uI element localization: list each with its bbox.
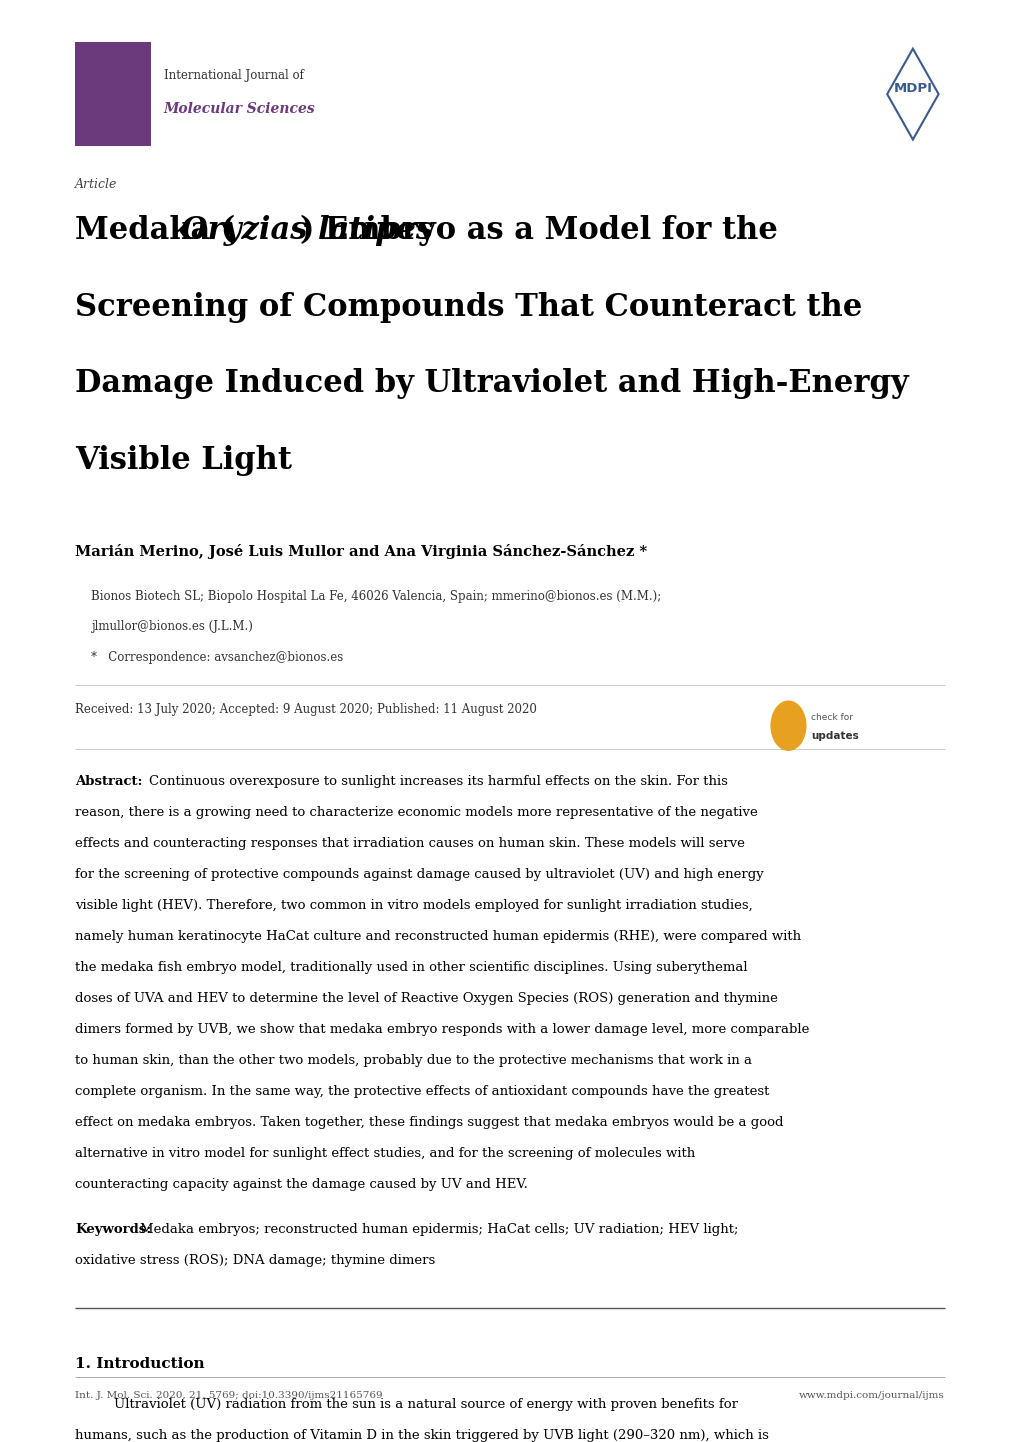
Text: updates: updates <box>810 731 858 741</box>
Text: MDPI: MDPI <box>893 82 931 95</box>
Text: Oryzias latipes: Oryzias latipes <box>181 215 433 247</box>
Text: Ultraviolet (UV) radiation from the sun is a natural source of energy with prove: Ultraviolet (UV) radiation from the sun … <box>114 1397 737 1410</box>
Circle shape <box>770 701 805 750</box>
Text: Molecular Sciences: Molecular Sciences <box>164 101 315 115</box>
Text: Continuous overexposure to sunlight increases its harmful effects on the skin. F: Continuous overexposure to sunlight incr… <box>150 774 728 787</box>
Text: ) Embryo as a Model for the: ) Embryo as a Model for the <box>301 215 777 247</box>
Text: namely human keratinocyte HaCat culture and reconstructed human epidermis (RHE),: namely human keratinocyte HaCat culture … <box>75 930 800 943</box>
Text: Int. J. Mol. Sci. 2020, 21, 5769; doi:10.3390/ijms21165769: Int. J. Mol. Sci. 2020, 21, 5769; doi:10… <box>75 1392 382 1400</box>
Text: dimers formed by UVB, we show that medaka embryo responds with a lower damage le: dimers formed by UVB, we show that medak… <box>75 1022 809 1035</box>
Text: check for: check for <box>810 712 852 722</box>
Text: Marián Merino, José Luis Mullor and Ana Virginia Sánchez-Sánchez *: Marián Merino, José Luis Mullor and Ana … <box>75 544 646 559</box>
Text: reason, there is a growing need to characterize economic models more representat: reason, there is a growing need to chara… <box>75 806 757 819</box>
Text: International Journal of: International Journal of <box>164 69 304 82</box>
Text: complete organism. In the same way, the protective effects of antioxidant compou: complete organism. In the same way, the … <box>75 1084 768 1097</box>
Text: Screening of Compounds That Counteract the: Screening of Compounds That Counteract t… <box>75 291 861 323</box>
Text: *   Correspondence: avsanchez@bionos.es: * Correspondence: avsanchez@bionos.es <box>92 650 343 663</box>
Text: for the screening of protective compounds against damage caused by ultraviolet (: for the screening of protective compound… <box>75 868 763 881</box>
Text: Visible Light: Visible Light <box>75 444 291 476</box>
FancyBboxPatch shape <box>75 42 152 146</box>
Text: Received: 13 July 2020; Accepted: 9 August 2020; Published: 11 August 2020: Received: 13 July 2020; Accepted: 9 Augu… <box>75 702 536 715</box>
Text: oxidative stress (ROS); DNA damage; thymine dimers: oxidative stress (ROS); DNA damage; thym… <box>75 1255 435 1268</box>
Text: alternative in vitro model for sunlight effect studies, and for the screening of: alternative in vitro model for sunlight … <box>75 1146 695 1159</box>
Text: effects and counteracting responses that irradiation causes on human skin. These: effects and counteracting responses that… <box>75 836 744 849</box>
Text: effect on medaka embryos. Taken together, these findings suggest that medaka emb: effect on medaka embryos. Taken together… <box>75 1116 783 1129</box>
Text: visible light (HEV). Therefore, two common in vitro models employed for sunlight: visible light (HEV). Therefore, two comm… <box>75 898 752 911</box>
Text: jlmullor@bionos.es (J.L.M.): jlmullor@bionos.es (J.L.M.) <box>92 620 253 633</box>
Text: ✓: ✓ <box>783 721 793 731</box>
Text: www.mdpi.com/journal/ijms: www.mdpi.com/journal/ijms <box>799 1392 944 1400</box>
Text: Damage Induced by Ultraviolet and High-Energy: Damage Induced by Ultraviolet and High-E… <box>75 368 908 399</box>
Text: Bionos Biotech SL; Biopolo Hospital La Fe, 46026 Valencia, Spain; mmerino@bionos: Bionos Biotech SL; Biopolo Hospital La F… <box>92 590 661 603</box>
Text: the medaka fish embryo model, traditionally used in other scientific disciplines: the medaka fish embryo model, traditiona… <box>75 960 747 973</box>
Text: 1. Introduction: 1. Introduction <box>75 1357 205 1371</box>
Text: to human skin, than the other two models, probably due to the protective mechani: to human skin, than the other two models… <box>75 1054 751 1067</box>
Text: doses of UVA and HEV to determine the level of Reactive Oxygen Species (ROS) gen: doses of UVA and HEV to determine the le… <box>75 992 777 1005</box>
Text: Article: Article <box>75 177 117 190</box>
Text: Medaka (: Medaka ( <box>75 215 235 247</box>
Text: Medaka embryos; reconstructed human epidermis; HaCat cells; UV radiation; HEV li: Medaka embryos; reconstructed human epid… <box>141 1223 738 1236</box>
Text: Keywords:: Keywords: <box>75 1223 151 1236</box>
Text: Abstract:: Abstract: <box>75 774 143 787</box>
Text: humans, such as the production of Vitamin D in the skin triggered by UVB light (: humans, such as the production of Vitami… <box>75 1429 768 1442</box>
Text: counteracting capacity against the damage caused by UV and HEV.: counteracting capacity against the damag… <box>75 1178 528 1191</box>
